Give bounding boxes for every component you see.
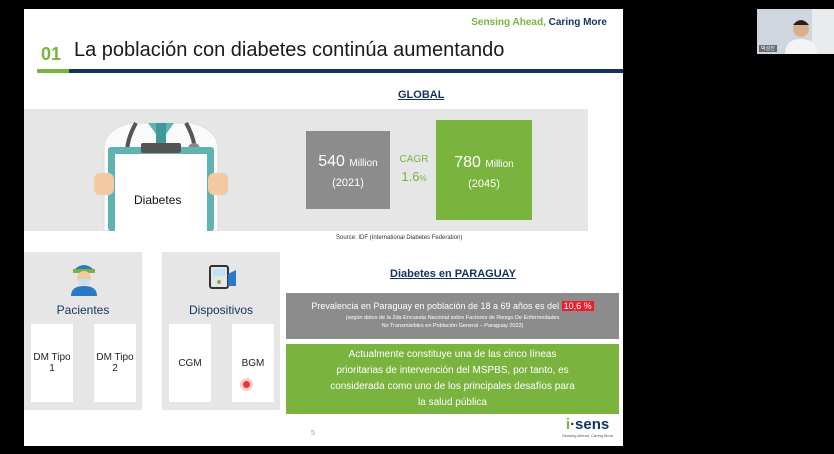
cagr-block: CAGR 1.6%	[396, 154, 432, 184]
stat-2045-unit: Million	[485, 159, 514, 170]
diabetes-label: Diabetes	[134, 193, 182, 207]
stat-2045-year: (2045)	[468, 178, 500, 190]
prevalence-box: Prevalencia en Paraguay en población de …	[286, 293, 619, 339]
cgm-box: CGM	[169, 324, 211, 402]
cagr-unit: %	[419, 174, 427, 183]
source-note: Source: IDF (International Diabetes Fede…	[336, 235, 463, 241]
stat-2021-value: 540	[318, 153, 345, 170]
cagr-value: 1.6	[401, 169, 420, 184]
stat-2021-unit: Million	[349, 158, 378, 169]
prevalence-text: Prevalencia en Paraguay en población de …	[311, 301, 562, 311]
participant-video-tile[interactable]: 박성진	[757, 9, 834, 54]
patient-icon	[71, 265, 97, 296]
survey-note-line2: No Transmisibles en Población General – …	[381, 323, 524, 330]
dm-tipo-2-box: DM Tipo 2	[94, 324, 136, 402]
slide-section-number: 01	[41, 44, 62, 64]
bgm-box: BGM	[232, 324, 274, 402]
survey-note-line1: (según datos de la 2da Encuesta Nacional…	[345, 315, 560, 321]
title-rule-blue	[69, 69, 623, 73]
title-rule-green	[37, 69, 69, 73]
stat-2021-year: (2021)	[332, 177, 364, 189]
slide-tagline: Sensing Ahead, Caring More	[471, 17, 607, 28]
mspbs-statement: Actualmente constituye una de las cinco …	[330, 349, 575, 408]
stat-2021-box: 540 Million (2021)	[306, 131, 390, 209]
global-label: GLOBAL	[398, 89, 445, 101]
slide-title: La población con diabetes continúa aumen…	[74, 39, 505, 61]
dispositivos-card: Dispositivos CGM BGM	[162, 252, 280, 410]
presentation-slide: Sensing Ahead, Caring More 01 La poblaci…	[24, 9, 623, 446]
dm-tipo-1-box: DM Tipo 1	[31, 324, 73, 402]
stat-2045-box: 780 Million (2045)	[436, 120, 532, 220]
prevalence-value: 10,6 %	[561, 301, 594, 311]
dispositivos-title: Dispositivos	[188, 303, 254, 317]
isens-logo: i·sens Sensing Ahead, Caring More	[562, 416, 614, 438]
doctor-clipboard-illustration	[94, 122, 228, 231]
laser-pointer-cursor	[243, 381, 250, 388]
glucose-meter-icon	[209, 265, 236, 289]
pacientes-title: Pacientes	[56, 303, 110, 317]
mspbs-statement-box: Actualmente constituye una de las cinco …	[286, 344, 619, 414]
pacientes-card: Pacientes DM Tipo 1 DM Tipo 2	[24, 252, 142, 410]
stat-2045-value: 780	[454, 154, 481, 171]
paraguay-label: Diabetes en PARAGUAY	[390, 268, 516, 280]
page-number: 5	[311, 430, 315, 437]
cagr-label: CAGR	[399, 154, 429, 165]
participant-name: 박성진	[759, 45, 777, 52]
